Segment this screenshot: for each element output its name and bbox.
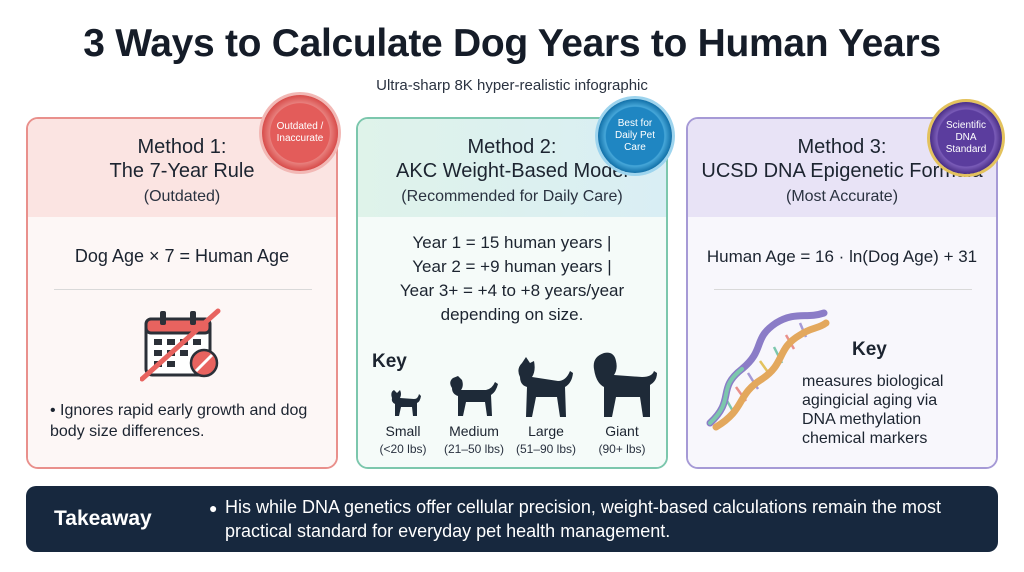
method2-tag: (Recommended for Daily Care)	[401, 188, 623, 205]
size-giant-range: (90+ lbs)	[598, 442, 646, 456]
takeaway-banner: Takeaway ● His while DNA genetics offer …	[26, 486, 998, 552]
method3-desc-line-2: agingicial aging via	[802, 392, 938, 409]
method2-rules: Year 1 = 15 human years | Year 2 = +9 hu…	[358, 231, 666, 327]
scientific-dna-badge: Scientific DNA Standard	[930, 102, 1002, 174]
method3-body: Human Age = 16 · ln(Dog Age) + 31 Key me…	[688, 217, 996, 467]
dna-helix-icon	[706, 309, 830, 431]
size-giant-name: Giant	[605, 423, 639, 439]
method1-tag: (Outdated)	[143, 188, 221, 205]
method1-name: The 7-Year Rule	[109, 160, 255, 182]
medium-dog-icon	[450, 376, 498, 416]
size-large-name: Large	[528, 423, 564, 439]
method1-heading: Method 1:	[137, 136, 227, 158]
method3-tag: (Most Accurate)	[785, 188, 899, 205]
method3-key-label: Key	[852, 339, 887, 360]
size-medium-name: Medium	[449, 423, 499, 439]
method1-divider	[54, 289, 312, 290]
outdated-badge: Outdated / Inaccurate	[262, 95, 338, 171]
method3-desc-line-1: measures biological	[802, 373, 944, 390]
method2-rule-2: Year 2 = +9 human years |	[412, 257, 612, 276]
size-small-name: Small	[385, 423, 421, 439]
best-for-daily-care-badge: Best for Daily Pet Care	[598, 99, 672, 173]
method3-formula: Human Age = 16 · ln(Dog Age) + 31	[706, 247, 978, 266]
method3-description: measures biological agingicial aging via…	[802, 372, 992, 448]
method3-desc-line-3: DNA methylation	[802, 411, 922, 428]
takeaway-bullet-icon: ●	[209, 500, 218, 516]
method2-body: Year 1 = 15 human years | Year 2 = +9 hu…	[358, 217, 666, 467]
method1-bullet-text: Ignores rapid early growth and dog body …	[50, 402, 308, 440]
method3-heading: Method 3:	[797, 136, 887, 158]
giant-dog-icon	[593, 352, 657, 417]
page-title: 3 Ways to Calculate Dog Years to Human Y…	[83, 22, 941, 65]
takeaway-text: His while DNA genetics offer cellular pr…	[225, 497, 942, 541]
method3-card: Method 3: UCSD DNA Epigenetic Formula (M…	[686, 117, 998, 469]
takeaway-label: Takeaway	[54, 507, 152, 530]
method2-name: AKC Weight-Based Model	[396, 160, 628, 182]
method1-card: Method 1: The 7-Year Rule (Outdated) Dog…	[26, 117, 338, 469]
method2-key-label: Key	[372, 351, 407, 372]
crossed-out-calendar-icon	[140, 308, 221, 382]
method3-desc-line-4: chemical markers	[802, 430, 928, 447]
best-badge-text: Best for Daily Pet Care	[614, 118, 655, 153]
method2-rule-1: Year 1 = 15 human years |	[412, 233, 612, 252]
method2-heading: Method 2:	[467, 136, 557, 158]
method2-rule-4: depending on size.	[440, 305, 584, 324]
outdated-badge-text: Outdated / Inaccurate	[276, 121, 324, 144]
method3-divider	[714, 289, 972, 290]
small-dog-icon	[391, 390, 421, 416]
method2-rule-3: Year 3+ = +4 to +8 years/year	[399, 281, 625, 300]
method3-name: UCSD DNA Epigenetic Formula	[701, 160, 983, 182]
size-large-range: (51–90 lbs)	[515, 442, 577, 456]
method1-bullet: • Ignores rapid early growth and dog bod…	[50, 402, 308, 440]
large-dog-icon	[518, 357, 573, 417]
dna-badge-text: Scientific DNA Standard	[945, 120, 987, 155]
method1-body: Dog Age × 7 = Human Age • Ignores rapid …	[28, 217, 336, 467]
page-subtitle: Ultra-sharp 8K hyper-realistic infograph…	[376, 77, 648, 94]
method1-formula: Dog Age × 7 = Human Age	[74, 246, 290, 266]
size-small-range: (<20 lbs)	[379, 442, 427, 456]
size-medium-range: (21–50 lbs)	[443, 442, 505, 456]
